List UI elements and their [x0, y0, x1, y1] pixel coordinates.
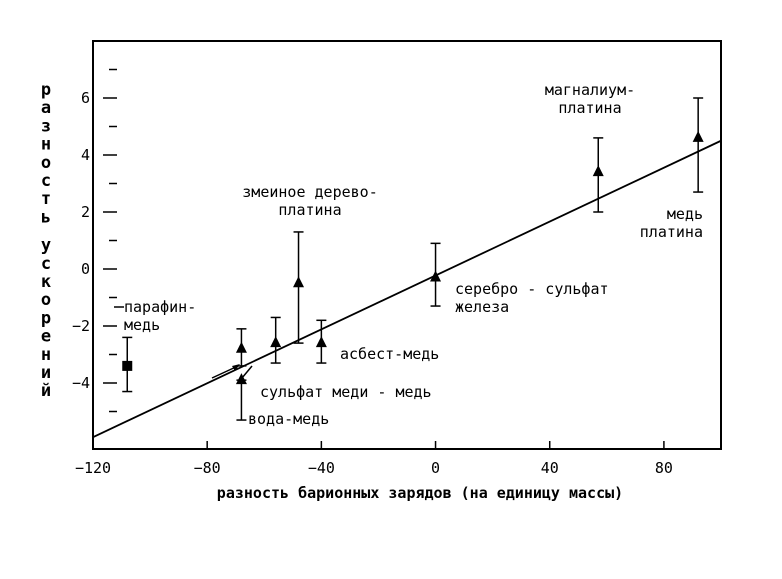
point-label: медь платина — [640, 205, 703, 241]
y-axis-title-letter: з — [41, 116, 51, 136]
x-tick-label: 80 — [655, 459, 673, 477]
point-label-line: медь — [124, 316, 160, 334]
y-axis-title-letter: о — [41, 290, 51, 310]
annotation-arrows — [211, 364, 253, 379]
point-label-line: платина — [640, 223, 703, 241]
plot-frame — [92, 40, 722, 450]
y-axis-title-letter: с — [41, 171, 51, 191]
x-tick-label: 0 — [431, 459, 440, 477]
point-label-line: железа — [455, 298, 509, 316]
data-point-triangle — [430, 270, 442, 282]
y-axis-title-letter: н — [41, 345, 51, 365]
x-axis-ticks: −120 −80 −40 0 40 80 — [75, 441, 673, 477]
y-tick-label: −4 — [72, 374, 90, 392]
annotation-arrowhead — [232, 364, 240, 371]
point-label-line: платина — [558, 99, 621, 117]
point-label-line: парафин- — [124, 298, 196, 316]
y-axis-ticks: −4 −2 0 2 4 6 — [72, 89, 117, 392]
y-axis-title-letter: р — [41, 80, 51, 100]
point-label: асбест-медь — [340, 345, 439, 363]
x-tick-label: −40 — [308, 459, 335, 477]
data-point-triangle — [315, 336, 327, 348]
data-point-triangle — [692, 130, 704, 142]
point-label: змеиное дерево-платина — [242, 183, 377, 219]
y-axis-title-letter: к — [41, 272, 51, 292]
data-point-triangle — [235, 341, 247, 353]
data-point-square — [122, 360, 133, 371]
point-label-line: платина — [278, 201, 341, 219]
point-label: вода-медь — [248, 410, 329, 428]
y-axis-title-letter: с — [41, 254, 51, 274]
y-tick-label: 4 — [81, 146, 90, 164]
annotation-label: сульфат меди - медь — [260, 383, 432, 401]
y-axis-title-letter: н — [41, 135, 51, 155]
x-tick-label: −80 — [194, 459, 221, 477]
point-label: парафин-медь — [124, 298, 196, 334]
data-point-triangle — [293, 276, 305, 288]
x-axis-title: разность барионных зарядов (на единицу м… — [217, 484, 623, 502]
point-label: серебро - сульфат железа — [455, 280, 609, 316]
x-tick-label: −120 — [75, 459, 111, 477]
point-label-line: асбест-медь — [340, 345, 439, 363]
fit-line — [92, 139, 722, 438]
y-axis-title-letter: й — [41, 381, 51, 401]
y-axis-title-letter: т — [41, 189, 51, 209]
data-point-triangle — [270, 336, 282, 348]
point-label-line: змеиное дерево- — [242, 183, 377, 201]
point-label-line: медь — [667, 205, 703, 223]
point-label-line: магналиум- — [545, 81, 635, 99]
y-tick-label: 6 — [81, 89, 90, 107]
x-tick-label: 40 — [541, 459, 559, 477]
y-axis-title-letter: и — [41, 363, 51, 383]
y-axis-title-letter: е — [41, 327, 51, 347]
y-tick-label: 2 — [81, 203, 90, 221]
y-tick-label: 0 — [81, 260, 90, 278]
point-label-line: серебро - сульфат — [455, 280, 609, 298]
point-labels: парафин-медь вода-медь змеиное дерево-плат… — [114, 81, 703, 428]
data-point-triangle — [235, 373, 247, 385]
y-tick-label: −2 — [72, 317, 90, 335]
y-axis-title-letter: о — [41, 153, 51, 173]
y-minor-ticks — [109, 68, 117, 413]
y-axis-title-letter: а — [41, 98, 51, 118]
annotation-arrow — [241, 365, 253, 379]
y-axis-title-letter: р — [41, 308, 51, 328]
point-label: магналиум-платина — [545, 81, 635, 117]
y-axis-title-letter: у — [41, 236, 51, 256]
point-label-line: вода-медь — [248, 410, 329, 428]
data-points — [122, 97, 704, 421]
data-point-triangle — [592, 165, 604, 177]
y-axis-title-letter: ь — [41, 207, 51, 227]
